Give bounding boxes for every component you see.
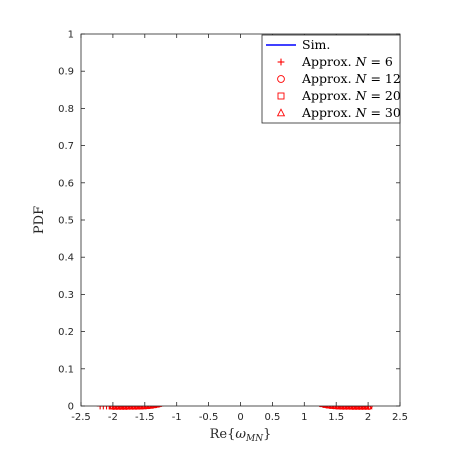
- legend-item: Approx. N = 12: [277, 71, 401, 86]
- legend: Sim. Approx. N = 6 Approx. N = 12 Approx. N…: [261, 34, 401, 124]
- y-tick-label: 0.3: [58, 290, 74, 301]
- x-tick-label: -2: [108, 412, 118, 423]
- legend-item: Approx. N = 6: [277, 54, 393, 69]
- y-tick-label: 0.1: [58, 364, 74, 375]
- legend-item: Approx. N = 30: [276, 105, 401, 120]
- legend-label: Approx. N = 20: [301, 88, 401, 103]
- legend-label: Approx. N = 6: [301, 54, 393, 69]
- y-tick-label: 0.8: [58, 104, 74, 115]
- legend-marker-swatch: [277, 75, 285, 83]
- legend-label: Sim.: [302, 37, 330, 52]
- y-tick-label: 0.7: [58, 141, 74, 152]
- x-tick-label: -0.5: [199, 412, 219, 423]
- y-axis-label: PDF: [32, 206, 47, 234]
- y-tick-label: 0.6: [58, 178, 74, 189]
- legend-box: [261, 34, 401, 124]
- x-tick-label: 0.5: [264, 412, 280, 423]
- x-tick-label: -2.5: [71, 412, 91, 423]
- x-tick-label: -1: [172, 412, 182, 423]
- x-tick-label: 1: [301, 412, 307, 423]
- x-tick-label: 2: [365, 412, 371, 423]
- y-tick-label: 0.2: [58, 327, 74, 338]
- y-tick-label: 0.9: [58, 67, 74, 78]
- y-tick-label: 0.5: [58, 216, 74, 227]
- y-tick-label: 1: [68, 30, 74, 41]
- x-axis-label: Re{ωMN}: [210, 427, 272, 444]
- legend-item: Sim.: [266, 37, 330, 52]
- legend-label: Approx. N = 30: [301, 105, 401, 120]
- legend-label: Approx. N = 12: [301, 71, 401, 86]
- x-tick-label: -1.5: [135, 412, 155, 423]
- legend-marker-swatch: [277, 58, 285, 66]
- x-tick-label: 2.5: [392, 412, 408, 423]
- x-tick-label: 1.5: [328, 412, 344, 423]
- y-tick-label: 0: [68, 402, 74, 413]
- legend-marker-swatch: [277, 92, 285, 100]
- legend-item: Approx. N = 20: [277, 88, 401, 103]
- legend-marker-swatch: [276, 108, 286, 117]
- y-tick-label: 0.4: [58, 253, 74, 264]
- x-tick-label: 0: [237, 412, 243, 423]
